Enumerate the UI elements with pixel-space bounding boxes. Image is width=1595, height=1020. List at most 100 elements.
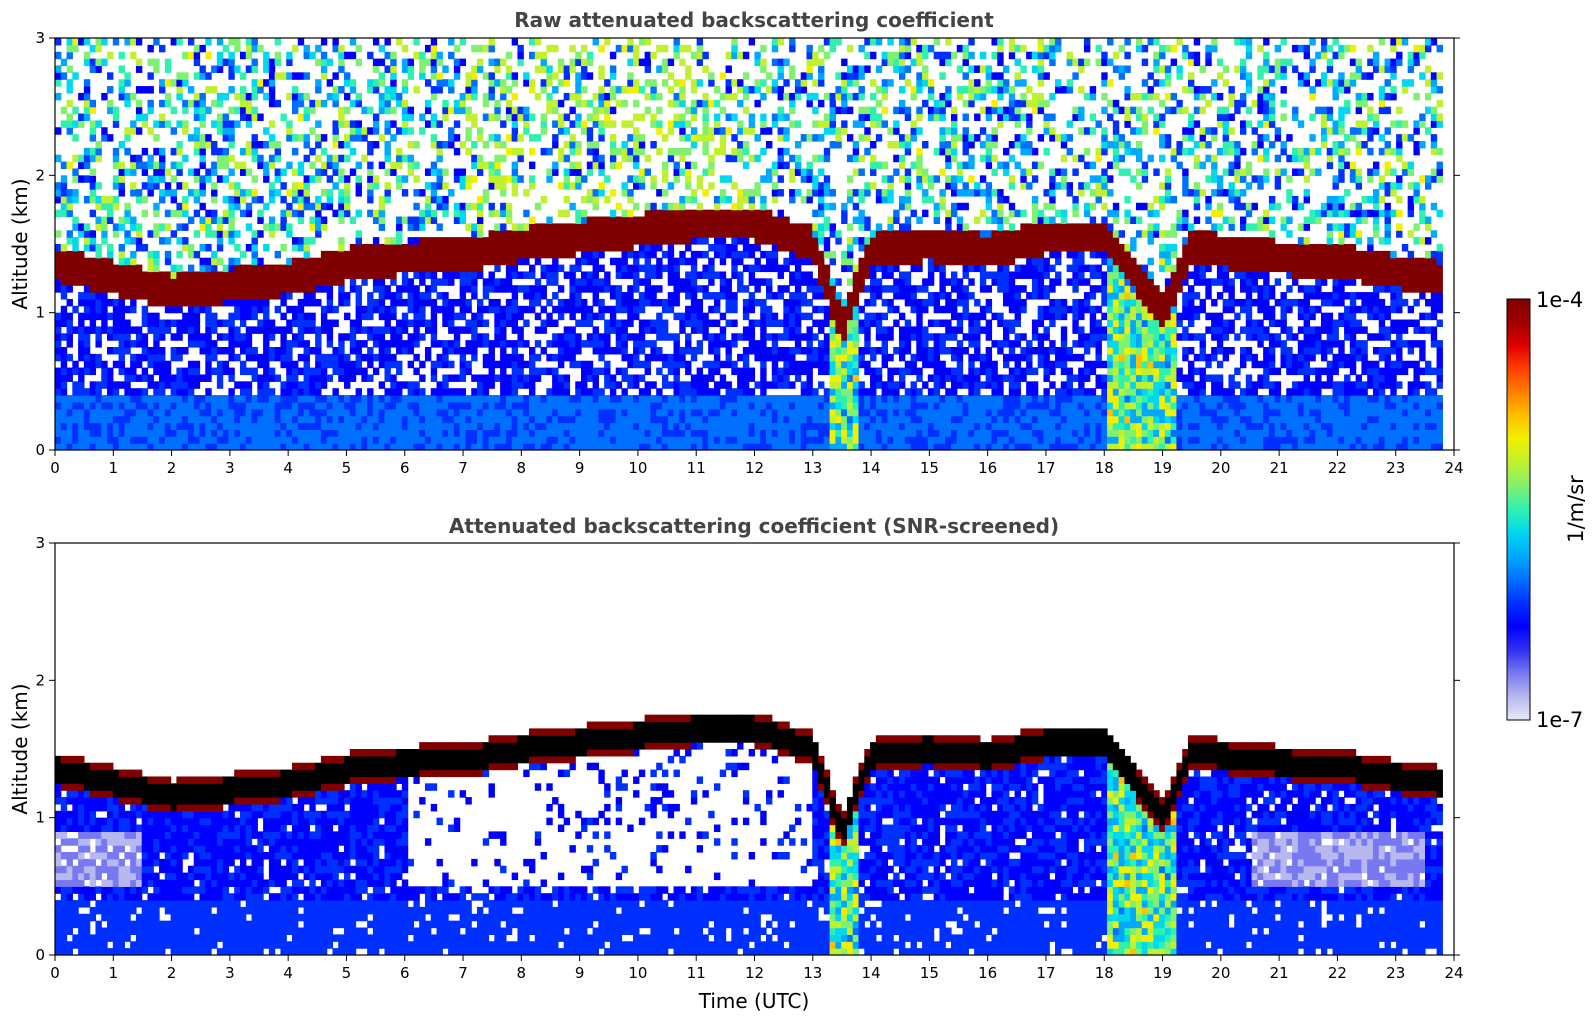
heatmap-cell bbox=[355, 326, 362, 334]
heatmap-cell bbox=[349, 86, 357, 94]
heatmap-cell bbox=[569, 202, 576, 211]
heatmap-cell bbox=[494, 134, 501, 142]
heatmap-cell bbox=[592, 189, 599, 197]
heatmap-cell bbox=[604, 237, 611, 245]
heatmap-cell bbox=[66, 120, 73, 128]
heatmap-cell bbox=[430, 182, 438, 190]
heatmap-cell bbox=[656, 388, 663, 396]
heatmap-cell bbox=[355, 271, 362, 279]
heatmap-cell bbox=[615, 264, 623, 273]
heatmap-cell bbox=[159, 175, 166, 183]
heatmap-cell bbox=[239, 189, 247, 197]
heatmap-cell bbox=[338, 333, 345, 341]
heatmap-cell bbox=[89, 244, 97, 252]
heatmap-cell bbox=[789, 237, 796, 245]
heatmap-cell bbox=[118, 408, 125, 417]
heatmap-cell bbox=[609, 429, 617, 437]
heatmap-cell bbox=[424, 422, 432, 430]
heatmap-cell bbox=[320, 58, 328, 67]
heatmap-cell bbox=[638, 216, 646, 224]
heatmap-cell bbox=[575, 436, 582, 444]
heatmap-cell bbox=[505, 86, 513, 94]
heatmap-cell bbox=[315, 422, 322, 430]
heatmap-cell bbox=[234, 292, 241, 300]
heatmap-cell bbox=[83, 305, 91, 314]
heatmap-cell bbox=[118, 381, 125, 389]
heatmap-cell bbox=[563, 141, 571, 149]
heatmap-cell bbox=[581, 278, 588, 286]
heatmap-cell bbox=[60, 209, 68, 218]
heatmap-cell bbox=[575, 381, 582, 389]
heatmap-cell bbox=[638, 38, 646, 46]
heatmap-cell bbox=[234, 230, 241, 238]
heatmap-cell bbox=[708, 333, 715, 341]
heatmap-cell bbox=[286, 72, 293, 80]
heatmap-cell bbox=[176, 72, 183, 80]
heatmap-cell bbox=[170, 353, 177, 362]
heatmap-cell bbox=[557, 415, 565, 424]
heatmap-cell bbox=[644, 401, 651, 410]
heatmap-cell bbox=[800, 168, 808, 176]
heatmap-cell bbox=[442, 429, 449, 437]
heatmap-cell bbox=[401, 44, 409, 53]
heatmap-cell bbox=[575, 292, 582, 300]
heatmap-cell bbox=[644, 51, 651, 60]
heatmap-cell bbox=[124, 134, 131, 142]
heatmap-cell bbox=[754, 298, 761, 307]
heatmap-cell bbox=[754, 86, 761, 94]
heatmap-cell bbox=[135, 113, 143, 121]
heatmap-cell bbox=[436, 360, 443, 369]
heatmap-cell bbox=[766, 415, 773, 424]
heatmap-cell bbox=[448, 443, 455, 450]
heatmap-cell bbox=[315, 408, 322, 417]
heatmap-cell bbox=[546, 340, 553, 348]
heatmap-cell bbox=[263, 278, 270, 286]
heatmap-cell bbox=[176, 367, 183, 376]
heatmap-cell bbox=[459, 298, 467, 307]
heatmap-cell bbox=[465, 443, 472, 450]
heatmap-cell bbox=[170, 175, 177, 183]
heatmap-cell bbox=[239, 292, 247, 300]
heatmap-cell bbox=[424, 408, 432, 417]
heatmap-cell bbox=[367, 264, 374, 273]
heatmap-cell bbox=[476, 237, 484, 245]
heatmap-cell bbox=[286, 271, 293, 279]
heatmap-cell bbox=[742, 195, 750, 204]
heatmap-cell bbox=[685, 182, 692, 190]
heatmap-cell bbox=[199, 257, 206, 266]
heatmap-cell bbox=[517, 381, 524, 389]
heatmap-cell bbox=[621, 401, 628, 410]
heatmap-cell bbox=[633, 278, 640, 286]
heatmap-cell bbox=[257, 257, 264, 266]
heatmap-cell bbox=[598, 429, 605, 437]
heatmap-cell bbox=[89, 120, 97, 128]
heatmap-cell bbox=[205, 72, 212, 80]
heatmap-cell bbox=[482, 189, 490, 197]
heatmap-cell bbox=[378, 106, 386, 115]
heatmap-cell bbox=[135, 340, 143, 348]
heatmap-cell bbox=[586, 415, 594, 424]
heatmap-cell bbox=[413, 285, 420, 293]
heatmap-cell bbox=[338, 408, 345, 417]
heatmap-cell bbox=[384, 415, 391, 424]
heatmap-cell bbox=[297, 401, 305, 410]
heatmap-cell bbox=[280, 223, 287, 231]
heatmap-cell bbox=[523, 244, 530, 252]
heatmap-cell bbox=[459, 264, 467, 273]
heatmap-cell bbox=[413, 381, 420, 389]
heatmap-cell bbox=[511, 305, 519, 314]
heatmap-cell bbox=[650, 264, 657, 273]
heatmap-cell bbox=[598, 353, 605, 362]
heatmap-cell bbox=[216, 223, 224, 231]
heatmap-cell bbox=[800, 367, 808, 376]
heatmap-cell bbox=[627, 86, 634, 94]
heatmap-cell bbox=[83, 347, 91, 355]
heatmap-cell bbox=[633, 340, 640, 348]
heatmap-cell bbox=[101, 92, 108, 101]
heatmap-cell bbox=[581, 99, 588, 108]
heatmap-cell bbox=[656, 298, 663, 307]
heatmap-cell bbox=[55, 340, 62, 348]
heatmap-cell bbox=[557, 230, 565, 238]
heatmap-cell bbox=[257, 326, 264, 334]
heatmap-cell bbox=[89, 264, 97, 273]
